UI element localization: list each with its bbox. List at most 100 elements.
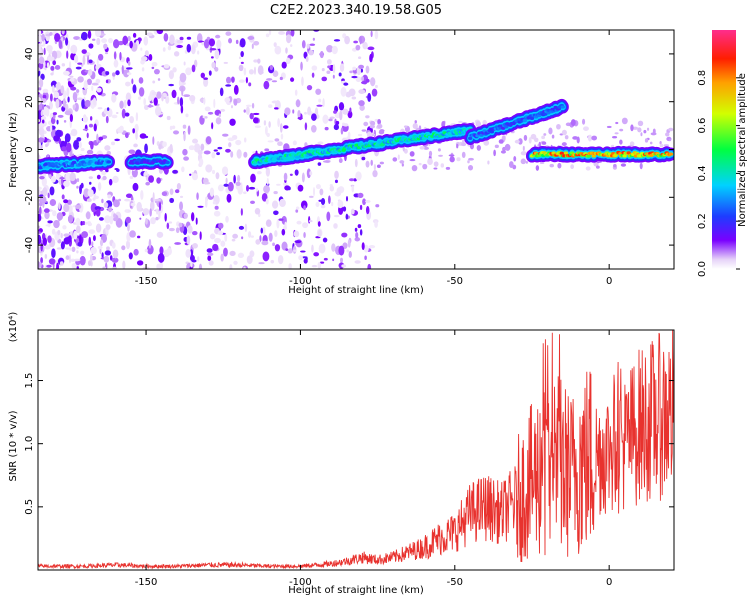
noise-speck: [86, 132, 89, 139]
noise-speck: [171, 89, 177, 99]
noise-speck: [192, 242, 198, 249]
noise-speck: [342, 108, 349, 115]
noise-speck: [140, 189, 144, 200]
noise-speck: [294, 169, 299, 176]
noise-speck: [347, 239, 351, 248]
noise-speck: [278, 31, 286, 35]
noise-speck: [257, 65, 264, 75]
noise-speck: [224, 233, 228, 242]
noise-speck: [168, 83, 175, 87]
noise-speck: [525, 160, 528, 164]
noise-speck: [49, 124, 53, 133]
noise-speck: [345, 195, 349, 202]
noise-speck: [101, 171, 107, 176]
noise-speck: [47, 139, 52, 143]
noise-speck: [361, 76, 365, 82]
noise-speck: [244, 223, 248, 233]
noise-speck: [596, 165, 600, 169]
noise-speck: [82, 116, 89, 123]
noise-speck: [217, 230, 224, 236]
noise-speck: [343, 82, 349, 86]
noise-speck: [38, 119, 41, 123]
noise-speck: [90, 246, 97, 255]
noise-speck: [276, 183, 281, 186]
noise-speck: [123, 99, 127, 109]
noise-speck: [98, 136, 104, 141]
noise-speck: [76, 250, 79, 254]
noise-speck: [376, 164, 381, 168]
spectrogram-y-label: Frequency (Hz): [8, 112, 19, 188]
noise-speck: [321, 68, 325, 72]
noise-speck: [337, 200, 344, 209]
noise-speck: [232, 233, 239, 239]
noise-speck: [71, 246, 76, 252]
noise-speck: [254, 125, 261, 129]
noise-speck: [131, 78, 134, 85]
noise-speck: [89, 116, 93, 121]
noise-speck: [176, 44, 184, 49]
noise-speck: [357, 224, 362, 229]
noise-speck: [354, 237, 361, 242]
noise-speck: [412, 123, 418, 130]
noise-speck: [156, 177, 161, 184]
noise-speck: [182, 82, 186, 85]
noise-speck: [38, 137, 45, 143]
noise-speck: [48, 56, 55, 62]
noise-speck: [329, 116, 335, 119]
noise-speck: [183, 94, 191, 98]
noise-speck: [79, 255, 86, 266]
noise-speck: [323, 257, 328, 261]
noise-speck: [146, 32, 153, 37]
noise-speck: [80, 250, 85, 255]
noise-speck: [124, 198, 131, 202]
noise-speck: [221, 166, 229, 175]
noise-speck: [332, 74, 335, 79]
noise-speck: [266, 177, 269, 185]
noise-speck: [304, 111, 307, 115]
noise-speck: [205, 136, 212, 145]
noise-speck: [60, 85, 65, 94]
noise-speck: [47, 235, 52, 243]
noise-speck: [265, 198, 269, 205]
noise-speck: [283, 172, 288, 181]
x-tick-label: -50: [447, 276, 463, 287]
noise-speck: [377, 123, 383, 129]
noise-speck: [504, 143, 511, 151]
noise-speck: [397, 154, 400, 160]
noise-speck: [199, 231, 202, 241]
noise-speck: [111, 257, 119, 263]
noise-speck: [148, 238, 152, 249]
noise-speck: [135, 112, 139, 122]
noise-speck: [70, 128, 78, 137]
noise-speck: [124, 132, 129, 139]
noise-speck: [225, 31, 232, 36]
noise-speck: [121, 108, 126, 119]
noise-speck: [57, 229, 61, 236]
noise-speck: [639, 162, 643, 170]
noise-speck: [53, 135, 61, 142]
noise-speck: [143, 171, 148, 176]
noise-speck: [125, 239, 131, 250]
noise-speck: [49, 32, 53, 36]
noise-speck: [92, 197, 96, 201]
noise-speck: [357, 192, 364, 198]
noise-speck: [49, 199, 57, 207]
noise-speck: [145, 181, 150, 186]
noise-speck: [48, 258, 56, 265]
noise-speck: [307, 106, 312, 115]
noise-speck: [427, 158, 433, 165]
snr-y-label: SNR (10 * v/v): [8, 410, 19, 481]
noise-speck: [240, 208, 243, 216]
noise-speck: [159, 246, 164, 255]
colorbar-label: Normalized spectral amplitude: [737, 73, 748, 227]
noise-speck: [153, 68, 160, 75]
noise-speck: [223, 61, 229, 64]
noise-speck: [156, 263, 161, 269]
noise-speck: [217, 146, 223, 150]
noise-speck: [312, 37, 315, 41]
noise-speck: [209, 233, 216, 240]
noise-speck: [587, 134, 593, 142]
noise-speck: [520, 158, 527, 165]
y-tick-label: 1.0: [24, 436, 35, 452]
noise-speck: [300, 61, 303, 71]
